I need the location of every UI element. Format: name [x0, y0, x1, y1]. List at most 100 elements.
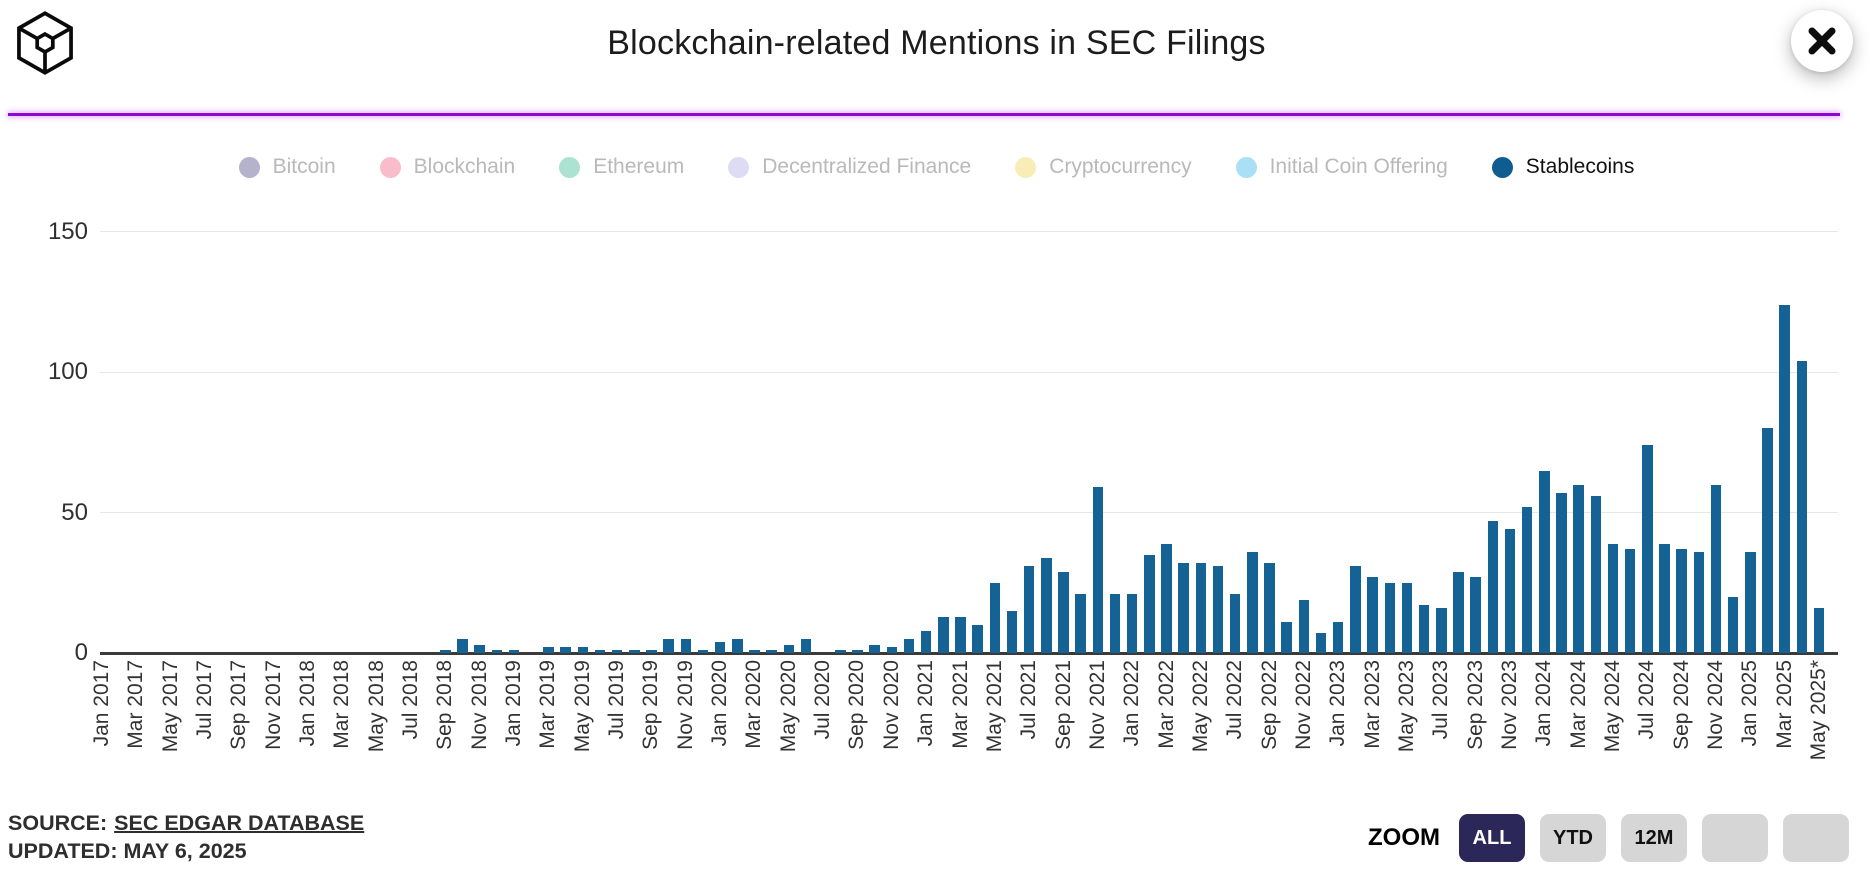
- zoom-button-blank[interactable]: [1783, 814, 1849, 862]
- legend-item-blockchain[interactable]: Blockchain: [379, 155, 515, 179]
- zoom-button-12m[interactable]: 12M: [1621, 814, 1687, 862]
- bar[interactable]: [1212, 565, 1224, 653]
- bar[interactable]: [1796, 361, 1808, 653]
- zoom-button-all[interactable]: ALL: [1459, 814, 1525, 862]
- bar[interactable]: [800, 638, 812, 653]
- bar[interactable]: [1298, 599, 1310, 653]
- bar[interactable]: [1041, 557, 1052, 653]
- bar[interactable]: [835, 650, 846, 653]
- bar[interactable]: [1144, 554, 1155, 653]
- x-tick-label: Jan 2023: [1326, 660, 1350, 747]
- bar[interactable]: [1367, 577, 1378, 653]
- bar[interactable]: [1109, 594, 1121, 653]
- bar[interactable]: [594, 650, 606, 653]
- bar[interactable]: [938, 616, 949, 653]
- x-tick-label: Nov 2022: [1291, 660, 1315, 750]
- bar[interactable]: [852, 650, 863, 653]
- bar[interactable]: [766, 650, 777, 653]
- bar[interactable]: [1229, 594, 1241, 653]
- bar[interactable]: [491, 650, 503, 653]
- bar[interactable]: [1659, 543, 1670, 653]
- bar[interactable]: [1745, 551, 1756, 653]
- bar[interactable]: [1350, 565, 1361, 653]
- x-tick-label: Sep 2023: [1463, 660, 1487, 750]
- bar[interactable]: [869, 644, 880, 653]
- x-tick-label: Sep 2024: [1669, 660, 1693, 750]
- bar[interactable]: [1247, 551, 1258, 653]
- bar[interactable]: [508, 650, 520, 653]
- bar[interactable]: [1281, 622, 1292, 653]
- bar[interactable]: [749, 650, 760, 653]
- bar[interactable]: [680, 638, 692, 653]
- bar[interactable]: [629, 650, 640, 653]
- bar[interactable]: [1487, 521, 1499, 653]
- bar[interactable]: [1058, 571, 1069, 653]
- bar[interactable]: [1676, 549, 1687, 653]
- bar[interactable]: [1418, 605, 1430, 653]
- bar[interactable]: [1727, 596, 1739, 653]
- bar[interactable]: [1762, 428, 1773, 653]
- bar[interactable]: [697, 650, 709, 653]
- bar[interactable]: [1401, 582, 1413, 653]
- bar[interactable]: [989, 582, 1001, 653]
- bar[interactable]: [714, 641, 726, 653]
- source-line: SOURCE: SEC EDGAR DATABASE: [8, 810, 364, 838]
- bar[interactable]: [611, 650, 623, 653]
- bar[interactable]: [903, 638, 915, 653]
- bar[interactable]: [1539, 470, 1550, 653]
- bar[interactable]: [886, 647, 898, 653]
- bar[interactable]: [955, 616, 966, 653]
- bar[interactable]: [663, 638, 674, 653]
- bar[interactable]: [1178, 563, 1189, 653]
- bar[interactable]: [474, 644, 485, 653]
- bar[interactable]: [1161, 543, 1172, 653]
- bar[interactable]: [1075, 594, 1086, 653]
- bar[interactable]: [1023, 565, 1035, 653]
- bar[interactable]: [1195, 563, 1207, 653]
- bar[interactable]: [1332, 622, 1344, 653]
- bar[interactable]: [1521, 507, 1533, 653]
- bar[interactable]: [1384, 582, 1395, 653]
- zoom-button-ytd[interactable]: YTD: [1540, 814, 1606, 862]
- bar[interactable]: [1573, 484, 1584, 653]
- bar[interactable]: [1813, 608, 1825, 653]
- bar[interactable]: [783, 644, 795, 653]
- legend-item-cryptocurrency[interactable]: Cryptocurrency: [1015, 155, 1192, 179]
- x-tick-label: Nov 2019: [673, 660, 697, 750]
- bar[interactable]: [1504, 529, 1516, 653]
- bar[interactable]: [1315, 633, 1327, 653]
- bar[interactable]: [1092, 487, 1104, 653]
- bar[interactable]: [543, 647, 554, 653]
- legend-item-bitcoin[interactable]: Bitcoin: [238, 155, 336, 179]
- bar[interactable]: [440, 650, 451, 653]
- bar[interactable]: [1006, 610, 1018, 653]
- source-link[interactable]: SEC EDGAR DATABASE: [114, 811, 365, 835]
- bar[interactable]: [1470, 577, 1481, 653]
- zoom-button-blank[interactable]: [1702, 814, 1768, 862]
- bar[interactable]: [1436, 608, 1447, 653]
- bar[interactable]: [1693, 551, 1705, 653]
- bar[interactable]: [560, 647, 571, 653]
- bar[interactable]: [1607, 543, 1619, 653]
- bar[interactable]: [1590, 495, 1602, 653]
- bar[interactable]: [1779, 304, 1790, 653]
- close-button[interactable]: [1791, 10, 1853, 72]
- legend-item-stablecoins[interactable]: Stablecoins: [1491, 155, 1634, 179]
- bar[interactable]: [1642, 445, 1653, 653]
- bar[interactable]: [1264, 563, 1275, 653]
- legend-item-ethereum[interactable]: Ethereum: [559, 155, 684, 179]
- bar[interactable]: [1126, 594, 1138, 653]
- bar[interactable]: [1556, 493, 1567, 653]
- bar[interactable]: [732, 638, 743, 653]
- x-tick-label: Mar 2022: [1154, 660, 1178, 749]
- legend-item-initial-coin-offering[interactable]: Initial Coin Offering: [1235, 155, 1448, 179]
- bar[interactable]: [1453, 571, 1464, 653]
- bar[interactable]: [1624, 549, 1636, 653]
- bar[interactable]: [972, 624, 983, 653]
- bar[interactable]: [1710, 484, 1722, 653]
- bar[interactable]: [577, 647, 588, 653]
- legend-item-decentralized-finance[interactable]: Decentralized Finance: [728, 155, 971, 179]
- bar[interactable]: [457, 638, 468, 653]
- bar[interactable]: [920, 630, 932, 653]
- bar[interactable]: [646, 650, 657, 653]
